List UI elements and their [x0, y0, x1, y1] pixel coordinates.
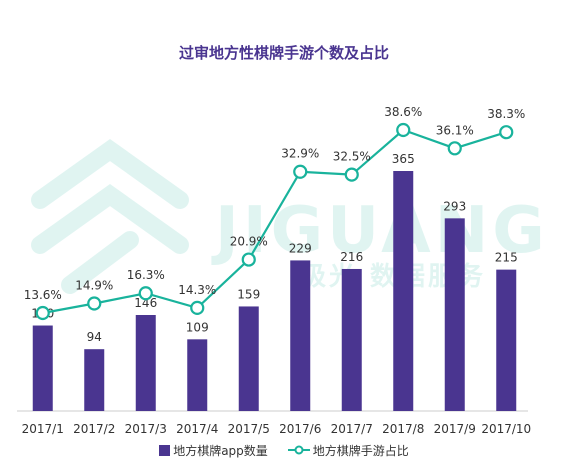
x-tick-label: 2017/1	[22, 422, 64, 436]
bar	[84, 349, 105, 411]
bar	[238, 306, 259, 411]
bar-value-label: 94	[87, 330, 102, 344]
ratio-value-label: 38.6%	[384, 105, 422, 119]
ratio-point	[344, 167, 359, 182]
ratio-value-label: 20.9%	[230, 235, 268, 249]
legend-line-label: 地方棋牌手游占比	[312, 443, 409, 458]
bar	[496, 269, 517, 411]
bar	[341, 268, 362, 411]
x-tick-label: 2017/6	[279, 422, 321, 436]
bar-value-label: 365	[392, 152, 415, 166]
watermark-logo-icon	[31, 138, 189, 294]
legend-line-swatch	[287, 445, 310, 455]
x-tick-label: 2017/2	[73, 422, 115, 436]
ratio-point	[241, 252, 256, 267]
ratio-value-label: 14.3%	[178, 283, 216, 297]
x-tick-label: 2017/10	[481, 422, 531, 436]
bar	[187, 339, 208, 411]
bar-value-label: 146	[134, 296, 157, 310]
chart-title: 过审地方性棋牌手游个数及占比	[178, 44, 389, 62]
legend-item-bar: 地方棋牌app数量	[159, 442, 268, 459]
ratio-line	[42, 128, 507, 315]
ratio-value-label: 16.3%	[127, 268, 165, 282]
bar-value-label: 215	[495, 251, 518, 265]
ratio-point	[396, 122, 411, 138]
x-tick-label: 2017/5	[228, 422, 270, 436]
x-tick-label: 2017/4	[176, 422, 218, 436]
bar-value-label: 293	[443, 199, 466, 213]
x-tick-label: 2017/3	[125, 422, 167, 436]
ratio-point	[447, 141, 462, 156]
legend: 地方棋牌app数量 地方棋牌手游占比	[0, 440, 568, 460]
legend-bar-swatch	[159, 444, 171, 456]
x-tick-label: 2017/8	[382, 422, 424, 436]
bar-value-label: 109	[186, 320, 209, 334]
bar-value-label: 229	[289, 241, 312, 255]
ratio-point	[87, 296, 102, 311]
line-labels: 13.6% 14.9% 16.3% 14.3% 20.9% 32.9% 32.5% 38.6%…	[24, 105, 526, 302]
ratio-point	[35, 305, 50, 321]
bar-value-label: 216	[340, 250, 363, 264]
bar	[135, 315, 156, 411]
bar-value-label: 159	[237, 287, 260, 301]
legend-item-line: 地方棋牌手游占比	[287, 442, 409, 459]
ratio-point	[190, 300, 205, 315]
ratio-value-label: 38.3%	[487, 107, 525, 121]
legend-bar-label: 地方棋牌app数量	[173, 443, 268, 458]
ratio-value-label: 36.1%	[436, 123, 474, 137]
bar	[290, 260, 311, 411]
ratio-value-label: 13.6%	[24, 288, 62, 302]
bar-series	[32, 171, 517, 411]
ratio-point	[138, 286, 153, 301]
ratio-value-label: 32.9%	[281, 147, 319, 161]
ratio-point	[499, 125, 514, 140]
ratio-value-label: 32.5%	[333, 150, 371, 164]
x-tick-label: 2017/9	[434, 422, 476, 436]
ratio-value-label: 14.9%	[75, 278, 113, 292]
x-tick-labels: 2017/1 2017/2 2017/3 2017/4 2017/5 2017/6 2017…	[22, 422, 532, 436]
bar	[393, 171, 414, 411]
line-series	[35, 122, 514, 321]
bar	[32, 325, 53, 411]
ratio-point	[293, 164, 308, 179]
x-tick-label: 2017/7	[331, 422, 373, 436]
bar	[444, 218, 465, 411]
